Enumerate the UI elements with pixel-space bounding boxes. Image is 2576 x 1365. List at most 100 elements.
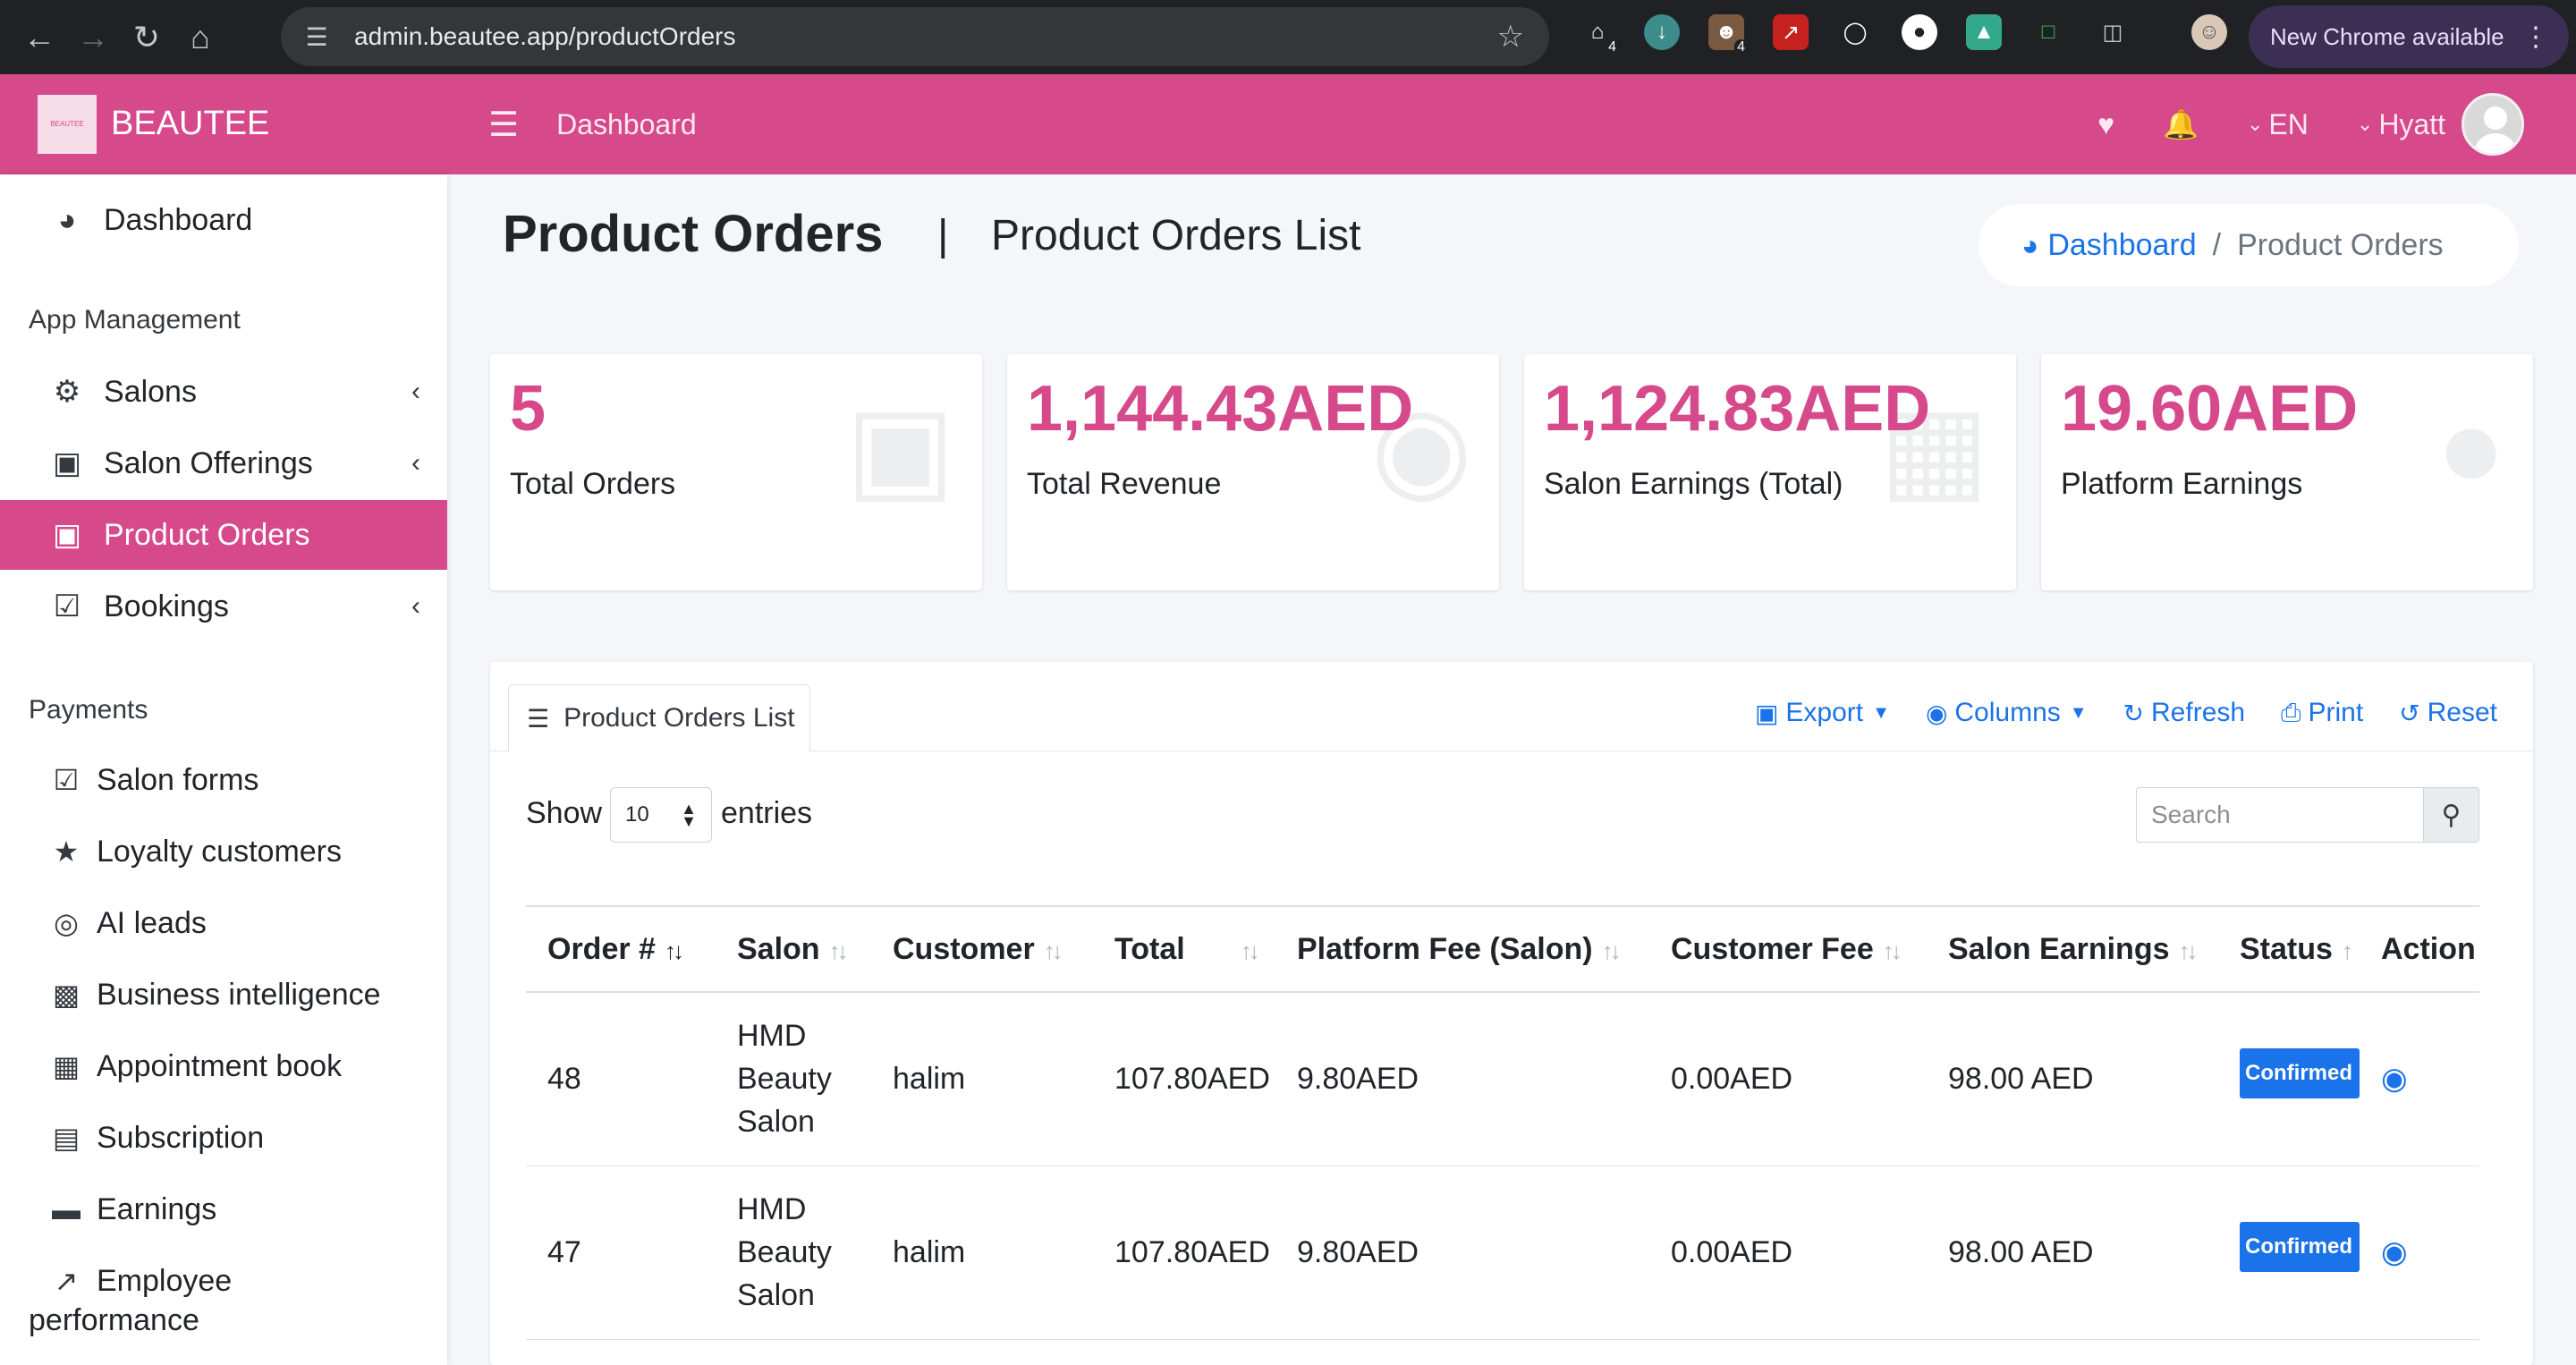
- sidebar-item-earnings[interactable]: ▬ Earnings: [0, 1174, 447, 1244]
- sidebar-item-label-continued[interactable]: performance: [29, 1303, 199, 1337]
- brand-logo[interactable]: BEAUTEE: [38, 94, 97, 154]
- breadcrumb-dashboard-link[interactable]: ◕ Dashboard: [2021, 228, 2197, 263]
- dashboard-gauge-icon: ◕: [57, 202, 77, 237]
- chevron-down-icon: ⌄: [2246, 113, 2264, 135]
- bar-chart-icon: ▩: [52, 979, 80, 1011]
- sort-icon: ↑↓: [1882, 937, 1902, 964]
- notifications-bell-icon[interactable]: 🔔: [2163, 108, 2199, 140]
- extension-download-icon[interactable]: ↓: [1644, 14, 1680, 50]
- column-header-order[interactable]: Order # ↑↓: [526, 906, 716, 992]
- sidebar-item-label: Subscription: [97, 1120, 265, 1155]
- stat-value: 5: [510, 373, 547, 445]
- undo-icon: ↺: [2399, 699, 2420, 727]
- user-dropdown[interactable]: ⌄ Hyatt: [2357, 108, 2445, 141]
- caret-down-icon: ▼: [1872, 702, 1890, 723]
- sidebar-item-employee-performance[interactable]: ↗ Employee: [0, 1246, 447, 1316]
- cell-status: Confirmed: [2218, 1166, 2360, 1340]
- header-label: Salon Earnings: [1948, 931, 2170, 966]
- print-button[interactable]: ⎙ Print: [2281, 698, 2363, 728]
- extension-shield-icon[interactable]: ◯: [1843, 20, 1868, 45]
- sidebar-item-salon-forms[interactable]: ☑ Salon forms: [0, 745, 447, 815]
- clipboard-check-icon: ☑: [53, 764, 80, 796]
- bookmark-star-icon[interactable]: ☆: [1496, 20, 1524, 54]
- language-dropdown[interactable]: ⌄ EN: [2247, 108, 2309, 141]
- stat-label: Total Orders: [510, 467, 676, 501]
- address-bar[interactable]: ☰ admin.beautee.app/productOrders ☆: [281, 7, 1549, 66]
- salon-line: HMD: [737, 1192, 807, 1226]
- extension-arrow-icon[interactable]: ↗: [1773, 14, 1809, 50]
- cell-salon: HMD Beauty Salon: [716, 992, 871, 1166]
- extensions-puzzle-icon[interactable]: ◫: [2102, 20, 2123, 45]
- cell-customer: halim: [871, 1166, 1093, 1340]
- user-avatar[interactable]: [2462, 93, 2524, 156]
- sidebar-item-business-intelligence[interactable]: ▩ Business intelligence: [0, 960, 447, 1030]
- column-header-customer[interactable]: Customer ↑↓: [871, 906, 1093, 992]
- brand-bar: BEAUTEE BEAUTEE: [0, 74, 447, 174]
- sidebar-item-dashboard[interactable]: ◕ Dashboard: [0, 185, 447, 255]
- column-header-salon[interactable]: Salon ↑↓: [716, 906, 871, 992]
- cell-status: Confirmed: [2218, 992, 2360, 1166]
- reset-button[interactable]: ↺ Reset: [2399, 698, 2497, 728]
- brand-name[interactable]: BEAUTEE: [111, 105, 270, 142]
- coins-icon: ◉: [1370, 382, 1472, 513]
- column-header-platform-fee[interactable]: Platform Fee (Salon) ↑↓: [1275, 906, 1649, 992]
- menu-toggle-icon[interactable]: ☰: [488, 106, 520, 144]
- sort-icon: ↑↓: [1240, 937, 1260, 964]
- search-input[interactable]: Search: [2136, 787, 2424, 843]
- sidebar-item-label: Bookings: [104, 589, 229, 623]
- sidebar-item-salon-offerings[interactable]: ▣ Salon Offerings ‹: [0, 428, 447, 498]
- forward-icon[interactable]: →: [77, 18, 109, 55]
- stat-card-salon-earnings: ▦ 1,124.83AED Salon Earnings (Total): [1524, 354, 2016, 590]
- chrome-menu-icon[interactable]: ⋮: [2522, 21, 2549, 52]
- favorites-heart-icon[interactable]: ♥: [2097, 107, 2115, 140]
- header-label: Platform Fee (Salon): [1297, 931, 1593, 966]
- url-text[interactable]: admin.beautee.app/productOrders: [354, 22, 736, 50]
- sidebar-item-product-orders[interactable]: ▣ Product Orders: [0, 500, 447, 570]
- view-eye-icon[interactable]: ◉: [2381, 1235, 2408, 1269]
- header-label: Status: [2240, 931, 2333, 966]
- extension-avatar-icon[interactable]: ☻ 4: [1708, 14, 1748, 55]
- sidebar-item-label: Employee: [97, 1263, 233, 1298]
- column-header-total[interactable]: Total ↑↓: [1093, 906, 1275, 992]
- cell-salon-earnings: 98.00 AED: [1927, 1166, 2218, 1340]
- tab-product-orders-list[interactable]: ☰ Product Orders List: [508, 684, 810, 752]
- profile-avatar-icon[interactable]: ☺: [2191, 14, 2227, 50]
- stat-card-total-orders: ▣ 5 Total Orders: [490, 354, 982, 590]
- sidebar-section-app-management: App Management: [29, 305, 241, 335]
- cell-action: ◉: [2360, 992, 2479, 1166]
- extension-circle-icon[interactable]: ●: [1902, 14, 1937, 50]
- search-button[interactable]: ⚲: [2424, 787, 2479, 843]
- stat-value: 19.60AED: [2061, 373, 2359, 445]
- column-header-status[interactable]: Status ↑: [2218, 906, 2360, 992]
- sidebar-item-bookings[interactable]: ☑ Bookings ‹: [0, 572, 447, 641]
- columns-button[interactable]: ◉ Columns ▼: [1926, 698, 2088, 728]
- sidebar-item-loyalty-customers[interactable]: ★ Loyalty customers: [0, 817, 447, 886]
- caret-down-icon: ▼: [2069, 702, 2088, 723]
- cell-salon-earnings: 98.00 AED: [1927, 992, 2218, 1166]
- stat-card-platform-earnings: ● 19.60AED Platform Earnings: [2041, 354, 2533, 590]
- entries-select[interactable]: 10 ▲ ▼: [610, 787, 712, 843]
- sort-icon: ↑↓: [828, 937, 849, 964]
- sidebar-item-ai-leads[interactable]: ◎ AI leads: [0, 888, 447, 958]
- sidebar-item-subscription[interactable]: ▤ Subscription: [0, 1103, 447, 1173]
- export-button[interactable]: ▣ Export ▼: [1755, 698, 1890, 728]
- reload-icon[interactable]: ↻: [132, 18, 161, 55]
- sidebar-item-salons[interactable]: ⚙ Salons ‹: [0, 357, 447, 427]
- new-chrome-button[interactable]: New Chrome available ⋮: [2249, 5, 2569, 68]
- column-header-salon-earnings[interactable]: Salon Earnings ↑↓: [1927, 906, 2218, 992]
- navbar-dashboard-link[interactable]: Dashboard: [556, 107, 697, 140]
- refresh-button[interactable]: ↻ Refresh: [2123, 698, 2246, 728]
- product-orders-table: Order # ↑↓ Salon ↑↓ Customer ↑↓ Total ↑↓ Pla…: [526, 905, 2479, 1340]
- view-eye-icon[interactable]: ◉: [2381, 1062, 2408, 1097]
- chevron-left-icon: ‹: [411, 377, 420, 406]
- extension-home-icon[interactable]: ⌂ 4: [1580, 14, 1619, 55]
- site-settings-icon[interactable]: ☰: [305, 22, 328, 51]
- save-icon: ▣: [1754, 699, 1779, 727]
- column-header-customer-fee[interactable]: Customer Fee ↑↓: [1649, 906, 1927, 992]
- extension-badge: 4: [1606, 39, 1619, 55]
- extension-green-icon[interactable]: ▲: [1966, 14, 2002, 50]
- sidebar-item-appointment-book[interactable]: ▦ Appointment book: [0, 1031, 447, 1101]
- home-icon[interactable]: ⌂: [191, 18, 210, 55]
- back-icon[interactable]: ←: [23, 18, 55, 55]
- extension-chat-icon[interactable]: □: [2041, 20, 2055, 44]
